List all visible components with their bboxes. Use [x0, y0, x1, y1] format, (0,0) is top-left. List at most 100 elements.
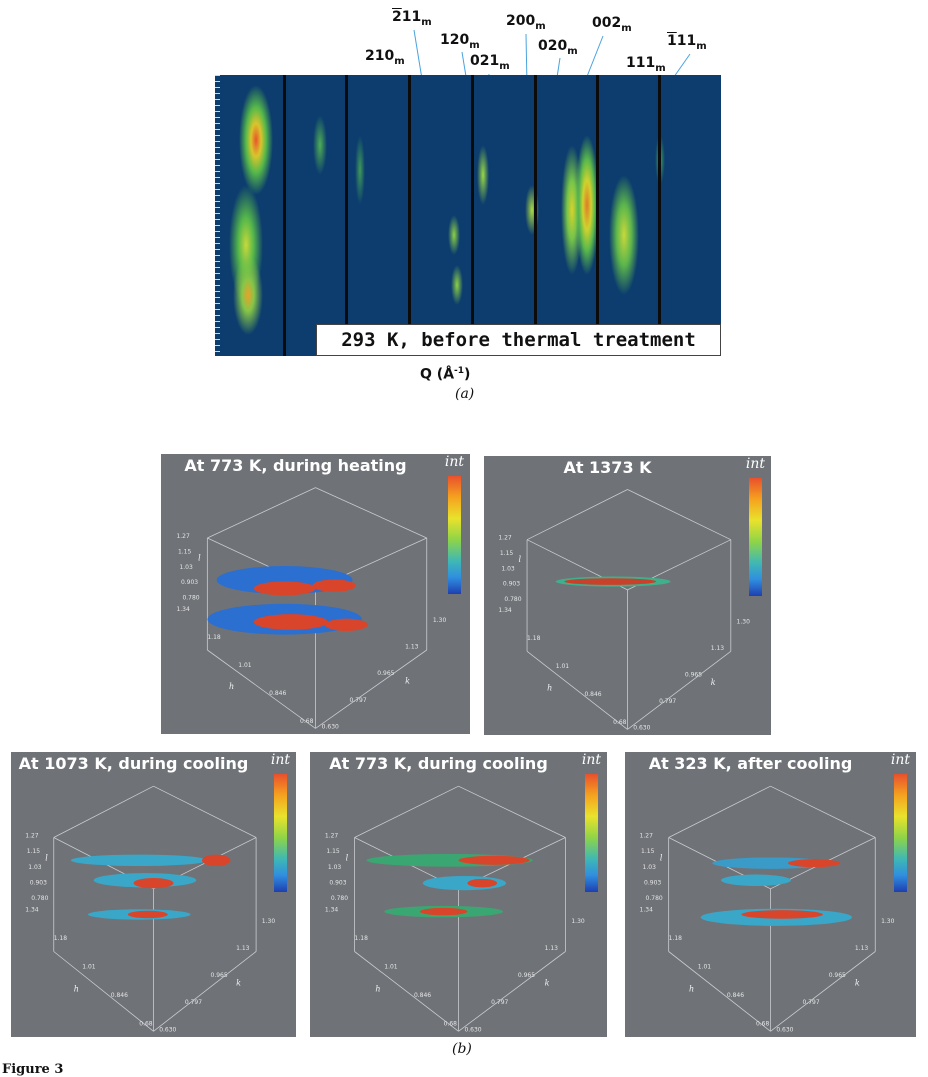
k-axis-tick: 0.797 — [491, 999, 508, 1006]
volume-plot-773k-heating: At 773 K, during heating int 1.27 1.15 1.0… — [161, 454, 470, 734]
h-axis-tick: 1.01 — [82, 964, 96, 971]
h-axis-tick: 0.68 — [756, 1021, 770, 1028]
colorbar — [585, 774, 598, 892]
h-axis-tick: 1.01 — [238, 662, 252, 669]
panel-b-tag: (b) — [452, 1041, 472, 1057]
l-axis-name: l — [45, 853, 48, 862]
peak-label-120: 120m — [440, 32, 480, 51]
diffraction-image — [215, 75, 721, 356]
peak-label-200: 200m — [506, 13, 546, 32]
l-axis-tick: 1.27 — [325, 833, 339, 840]
l-axis-tick: 1.15 — [641, 848, 655, 855]
k-axis-tick: 1.30 — [433, 617, 447, 624]
l-axis-tick: 1.03 — [643, 864, 657, 871]
h-axis-tick: 0.68 — [139, 1021, 153, 1028]
h-axis-tick: 1.34 — [640, 907, 654, 914]
isosurface-blob — [127, 910, 168, 919]
axis-frame-edge — [627, 489, 731, 541]
peak-label-020: 020m — [538, 38, 578, 57]
detector-gap — [283, 75, 286, 356]
isosurface-blob — [419, 907, 468, 916]
l-axis-tick: 0.780 — [646, 895, 663, 902]
h-axis-tick: 0.846 — [727, 992, 744, 999]
axis-frame-edge — [315, 649, 427, 729]
diffraction-spot — [609, 175, 639, 295]
h-axis-tick: 1.18 — [355, 935, 369, 942]
diffraction-spot — [451, 265, 463, 305]
diffraction-spot — [448, 215, 460, 255]
peak-label-210: 210m — [365, 48, 405, 67]
k-axis-tick: 0.965 — [377, 670, 394, 677]
h-axis-tick: 1.18 — [527, 635, 541, 642]
axis-frame-edge — [207, 487, 316, 539]
k-axis-tick: 0.965 — [518, 972, 535, 979]
k-axis-tick: 0.797 — [659, 698, 676, 705]
detector-gap — [658, 75, 661, 356]
axis-frame-edge — [770, 785, 876, 838]
colorbar-label: int — [745, 456, 765, 472]
l-axis-tick: 1.15 — [178, 548, 192, 555]
h-axis-tick: 0.846 — [269, 690, 286, 697]
volume-plot-1373k: At 1373 K int 1.27 1.15 1.03 0.903 0.780 l 1.3… — [484, 456, 771, 735]
l-axis-tick: 0.903 — [644, 880, 661, 887]
axis-frame-edge — [53, 951, 154, 1032]
k-axis-tick: 0.797 — [349, 697, 366, 704]
k-axis-tick: 1.30 — [262, 918, 276, 925]
axis-frame-edge — [354, 951, 459, 1032]
colorbar-label: int — [890, 752, 910, 768]
k-axis-name: k — [405, 677, 410, 686]
k-axis-tick: 0.965 — [829, 972, 846, 979]
l-axis-tick: 0.903 — [503, 581, 520, 588]
h-axis-tick: 1.01 — [384, 964, 398, 971]
isosurface-blob — [467, 878, 498, 888]
l-axis-tick: 1.03 — [501, 565, 515, 572]
l-axis-tick: 1.03 — [328, 864, 342, 871]
l-axis-tick: 1.27 — [25, 833, 39, 840]
detector-gap — [345, 75, 348, 356]
k-axis-tick: 0.630 — [633, 724, 650, 731]
axes-frame: 1.27 1.15 1.03 0.903 0.780 l 1.34 1.18 1.01 0.846… — [176, 487, 447, 730]
axes-frame: 1.27 1.15 1.03 0.903 0.780 l 1.34 1.18 1.01 0.846… — [25, 785, 276, 1033]
k-axis-tick: 1.13 — [236, 945, 250, 952]
left-tick-marks — [215, 75, 220, 356]
l-axis-name: l — [346, 853, 349, 862]
isosurface-blob — [741, 910, 823, 919]
isosurface-blob — [787, 859, 841, 868]
diffraction-spot — [477, 145, 489, 205]
k-axis-tick: 0.965 — [685, 671, 702, 678]
q-axis-label: Q (Å-1) — [420, 366, 471, 383]
isosurface-blob — [70, 854, 208, 866]
k-axis-name: k — [545, 979, 550, 988]
h-axis-tick: 0.68 — [613, 719, 627, 726]
diffraction-spot — [355, 135, 365, 205]
volume-plot-773k-cooling: At 773 K, during cooling int 1.27 1.15 1.0… — [310, 752, 607, 1037]
axes-frame: 1.27 1.15 1.03 0.903 0.780 l 1.34 1.18 1.01 0.846… — [325, 785, 585, 1033]
k-axis-tick: 0.797 — [185, 999, 202, 1006]
figure-label: Figure 3 — [2, 1062, 64, 1077]
axis-frame-edge — [53, 785, 154, 838]
axis-frame-edge — [668, 951, 771, 1032]
axis-frame-edge — [770, 951, 876, 1032]
peak-label-021: 021m — [470, 53, 510, 72]
axis-frame-edge — [354, 785, 459, 838]
l-axis-name: l — [660, 853, 663, 862]
volume-plot-323k-after-cooling: At 323 K, after cooling int 1.27 1.15 1.03… — [625, 752, 916, 1037]
colorbar — [274, 774, 287, 892]
k-axis-tick: 0.630 — [464, 1026, 481, 1033]
colorbar-label: int — [581, 752, 601, 768]
axis-frame-edge — [526, 650, 628, 730]
l-axis-tick: 1.15 — [27, 848, 41, 855]
k-axis-name: k — [711, 678, 716, 687]
plot-title: At 1073 K, during cooling — [18, 754, 249, 773]
axis-frame-edge — [458, 785, 566, 838]
k-axis-name: k — [236, 979, 241, 988]
h-axis-name: h — [74, 984, 79, 993]
diffraction-spot — [313, 115, 327, 175]
axes-frame: 1.27 1.15 1.03 0.903 0.780 l 1.34 1.18 1.01 0.846… — [498, 489, 750, 731]
h-axis-name: h — [689, 984, 694, 993]
k-axis-tick: 0.630 — [159, 1026, 176, 1033]
plot-title: At 1373 K — [563, 458, 652, 477]
colorbar — [894, 774, 907, 892]
panel-a-tag: (a) — [455, 386, 475, 402]
